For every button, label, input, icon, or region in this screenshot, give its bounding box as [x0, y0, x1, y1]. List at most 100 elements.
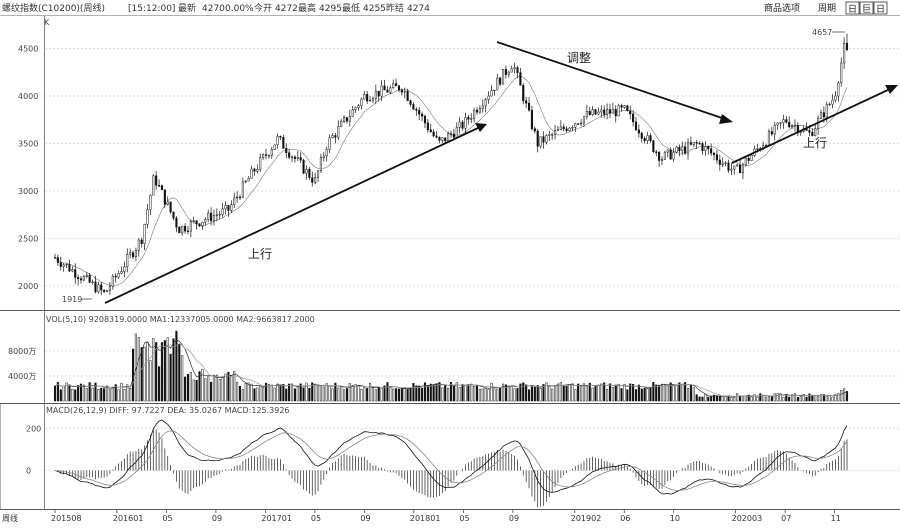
- candle-body: [773, 124, 776, 135]
- candle-body: [542, 136, 545, 143]
- candle-body: [678, 146, 681, 151]
- view-button-frame-2[interactable]: [859, 1, 874, 15]
- candle-body: [562, 126, 565, 130]
- candle-body: [825, 104, 828, 118]
- volume-bar: [611, 386, 614, 402]
- volume-bar: [282, 384, 285, 402]
- volume-bar: [574, 389, 577, 402]
- x-tick-label: 10: [670, 514, 680, 523]
- adjust-arrow-head: [719, 114, 733, 124]
- candle-body: [77, 277, 80, 279]
- candle-body: [82, 276, 85, 281]
- x-tick-label: 09: [360, 514, 370, 523]
- view-button-3[interactable]: 日: [876, 4, 885, 15]
- volume-bar: [527, 389, 531, 402]
- candle-body: [146, 209, 149, 225]
- volume-bar: [108, 389, 111, 402]
- volume-bar: [828, 395, 831, 402]
- candle-body: [189, 221, 192, 232]
- candle-body: [59, 262, 62, 267]
- candle-body: [640, 132, 643, 139]
- adjust-arrow: [496, 41, 726, 120]
- volume-bar: [247, 382, 250, 402]
- volume-bar: [241, 389, 244, 402]
- uptrend-arrow-1-head: [475, 123, 487, 132]
- volume-bar: [666, 385, 669, 402]
- volume-bar: [259, 385, 262, 402]
- candle-body: [155, 175, 158, 186]
- period-button[interactable]: 周期: [818, 3, 836, 14]
- candle-body: [53, 257, 57, 259]
- volume-bar: [733, 396, 736, 402]
- view-button-2[interactable]: 巨: [862, 4, 871, 15]
- candle-body: [814, 128, 817, 136]
- candle-body: [617, 105, 620, 117]
- volume-bar: [715, 396, 718, 402]
- candle-body: [608, 109, 612, 114]
- view-button-frame-3[interactable]: [873, 1, 888, 15]
- volume-bar: [756, 396, 759, 402]
- volume-bar: [597, 384, 600, 402]
- volume-bar: [371, 387, 375, 402]
- candle-body: [247, 178, 250, 182]
- volume-bar: [103, 388, 106, 402]
- candle-body: [568, 127, 571, 132]
- candle-body: [845, 42, 849, 51]
- candle-body: [637, 129, 640, 134]
- volume-bar: [406, 389, 409, 402]
- volume-bar: [444, 384, 447, 402]
- volume-bar: [79, 383, 83, 402]
- candle-body: [250, 168, 253, 179]
- candle-body: [56, 257, 59, 263]
- volume-bar: [522, 382, 525, 402]
- product-select-button[interactable]: 商品选项: [764, 2, 800, 14]
- volume-bar: [377, 386, 380, 402]
- volume-bar: [233, 371, 236, 402]
- volume-bar: [652, 382, 655, 402]
- volume-bar: [814, 395, 817, 402]
- volume-bar: [565, 385, 568, 402]
- volume-bar: [736, 393, 739, 402]
- x-axis: 周线 201508 201601 05 09 201701 05 09 201801 05 09 2…: [2, 510, 841, 523]
- candle-body: [91, 281, 94, 283]
- candle-body: [525, 100, 528, 104]
- candle-body: [325, 149, 328, 157]
- candle-body: [591, 109, 594, 115]
- volume-bar: [744, 395, 747, 402]
- volume-bar: [354, 384, 357, 402]
- volume-bar: [519, 383, 522, 402]
- vol-gridlines: 8000万 4000万: [8, 347, 900, 381]
- candle-body: [634, 121, 638, 131]
- volume-bar: [331, 388, 334, 402]
- candle-body: [204, 219, 207, 223]
- candle-body: [597, 111, 600, 115]
- header-prevclose-label: 昨结: [386, 2, 404, 14]
- volume-bar: [629, 383, 632, 402]
- volume-bar: [212, 374, 216, 402]
- header-open: 4272: [275, 4, 298, 14]
- candle-body: [400, 89, 403, 93]
- candle-body: [334, 135, 337, 138]
- volume-bar: [111, 386, 114, 402]
- volume-bar: [582, 383, 586, 402]
- candle-body: [377, 90, 380, 97]
- candle-body: [831, 99, 834, 105]
- volume-bar: [302, 387, 305, 402]
- candle-body: [403, 90, 406, 93]
- candle-body: [62, 264, 65, 267]
- volume-bar: [68, 384, 71, 402]
- view-button-1[interactable]: 日: [848, 4, 857, 15]
- toolbar: 商品选项 周期 日 巨 日: [764, 1, 888, 15]
- candle-body: [305, 169, 308, 174]
- header-latest: 4270: [202, 4, 225, 14]
- candle-body: [571, 127, 574, 129]
- candle-body: [577, 123, 580, 125]
- volume-bar: [238, 386, 242, 402]
- candle-body: [236, 196, 239, 199]
- candle-body: [65, 263, 68, 266]
- candle-body: [88, 274, 91, 283]
- candle-body: [522, 85, 525, 102]
- candle-body: [201, 221, 204, 227]
- view-button-frame-1[interactable]: [845, 1, 860, 15]
- volume-bar: [163, 340, 166, 402]
